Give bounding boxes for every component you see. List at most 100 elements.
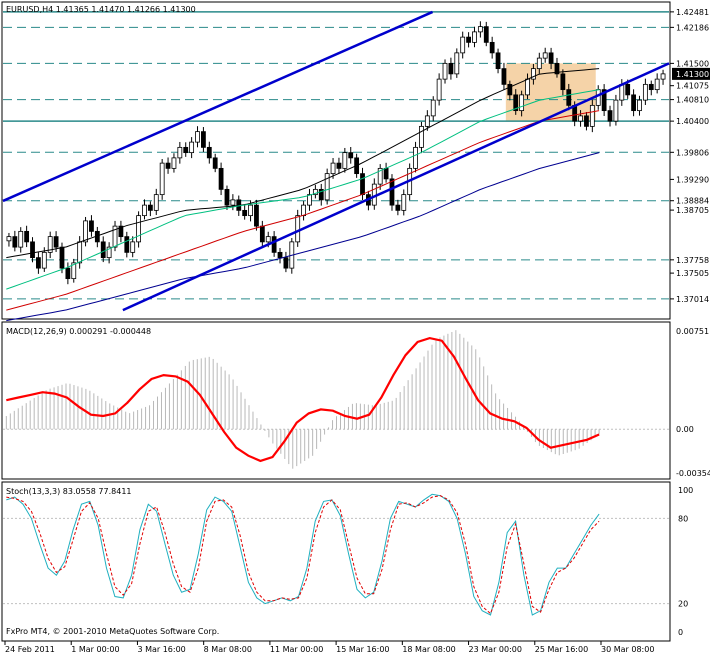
candle-body [377,167,383,185]
candle-body [301,204,306,217]
candle-body [147,204,153,211]
time-label: 30 Mar 08:00 [601,645,654,654]
candle-body [348,152,354,159]
price-label: 1.40810 [676,96,709,105]
candle-body [195,131,200,143]
candle-body [513,94,519,112]
candle-body [212,157,218,169]
macd-tick-label: 0.00751 [676,327,709,336]
candle-body [36,257,41,269]
time-label: 25 Mar 16:00 [535,645,588,654]
candle-body [589,104,595,127]
candle-body [460,36,466,54]
candle-body [47,236,53,253]
candle-body [342,152,348,169]
candle-body [642,83,648,101]
candle-body [654,78,660,91]
candle-body [519,94,525,112]
time-label: 1 Mar 00:00 [71,645,119,654]
candle-body [324,173,330,201]
candle-body [489,41,495,54]
candle-body [336,162,342,169]
candle-body [383,167,389,180]
stoch-main-line [6,493,600,616]
candle-body [454,52,460,75]
symbol-ohlc: EURUSD,H4 1.41365 1.41470 1.41266 1.4130… [6,5,196,14]
time-label: 3 Mar 16:00 [137,645,185,654]
candle-body [201,131,206,148]
candle-body [124,236,130,253]
price-label: 1.37014 [676,295,709,304]
candle-body [601,89,607,112]
candle-body [501,68,507,85]
candle-body [118,225,124,238]
macd-signal-line [6,336,600,463]
time-label: 23 Mar 00:00 [469,645,522,654]
candle-body [83,220,88,243]
candle-body [24,230,30,243]
price-label: 1.41075 [676,82,709,91]
price-label: 1.37505 [676,269,709,278]
candle-body [548,52,554,64]
candle-body [159,162,165,196]
candle-body [165,162,171,169]
candle-body [554,62,560,75]
candle-body [472,31,477,43]
candle-body [619,83,625,101]
price-label: 1.42186 [676,23,709,32]
candle-body [413,146,418,169]
candle-body [259,225,265,243]
candle-body [625,83,631,96]
stoch-tick-label: 0 [678,628,683,637]
candle-body [312,188,318,196]
candle-body [12,236,18,248]
current-price-box [672,67,710,80]
candle-body [419,125,424,148]
candle-body [106,246,112,259]
candle-body [242,209,248,217]
candle-body [660,73,666,80]
candle-body [112,225,118,248]
price-label: 1.39290 [676,175,709,184]
candle-body [607,110,613,122]
candle-body [395,204,401,211]
candle-body [613,99,619,122]
candle-body [77,241,83,264]
candle-body [18,230,24,248]
candle-body [448,62,454,75]
candle-body [53,236,59,248]
candle-body [89,220,94,232]
stoch-signal-line [6,495,600,615]
candle-body [189,141,195,154]
candle-body [542,52,548,59]
time-label: 8 Mar 08:00 [204,645,252,654]
price-label: 1.41300 [676,70,709,79]
candle-body [171,157,177,169]
candle-body [424,115,430,127]
moving-average-line [6,110,600,311]
candle-body [466,36,471,43]
trendline [2,10,434,203]
candle-body [595,89,601,106]
candle-body [41,251,47,269]
candle-body [283,257,289,269]
candle-body [295,215,301,243]
price-label: 1.38705 [676,206,709,215]
candle-body [578,115,583,122]
candle-body [130,241,136,253]
candle-body [153,194,159,211]
stoch-chart [3,493,669,616]
candle-body [265,236,271,243]
candle-body [525,78,530,96]
candle-body [330,162,336,175]
copyright-text: FxPro MT4, © 2001-2010 MetaQuotes Softwa… [6,627,219,636]
candle-body [100,241,106,259]
price-pane-frame [1,1,671,320]
candle-body [254,204,259,227]
macd-pane-frame [1,321,671,480]
candle-body [360,173,365,196]
time-label: 11 Mar 00:00 [270,645,323,654]
moving-average-line [6,152,600,322]
candle-body [430,99,436,117]
candle-body [401,194,407,211]
